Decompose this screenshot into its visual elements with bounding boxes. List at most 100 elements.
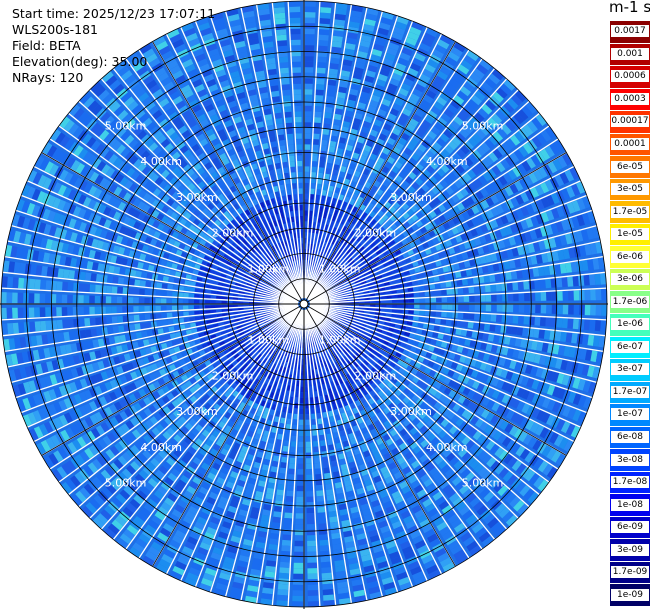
ppi-cell: [367, 158, 375, 166]
ppi-cell: [461, 210, 470, 220]
ppi-cell: [359, 155, 368, 163]
ppi-cell: [324, 274, 330, 280]
ppi-cell: [381, 299, 387, 303]
ppi-cell: [330, 264, 335, 270]
ppi-cell: [452, 152, 462, 162]
ppi-cell: [569, 167, 580, 180]
ppi-cell: [472, 149, 482, 160]
ppi-cell: [304, 72, 314, 79]
ppi-cell: [155, 290, 162, 297]
ppi-cell: [504, 225, 513, 235]
ppi-cell: [317, 178, 323, 185]
ppi-cell: [536, 410, 546, 421]
ppi-cell: [328, 339, 333, 346]
ppi-cell: [551, 208, 560, 219]
ppi-cell: [412, 385, 420, 393]
ppi-cell: [526, 405, 536, 417]
ppi-cell: [492, 91, 504, 103]
ppi-cell: [587, 365, 595, 378]
ppi-cell: [452, 403, 461, 413]
ppi-cell: [349, 357, 356, 364]
ppi-cell: [380, 308, 387, 312]
ppi-cell: [490, 521, 503, 533]
ppi-cell: [433, 101, 444, 111]
ppi-cell: [445, 488, 456, 499]
ppi-cell: [408, 292, 414, 298]
ppi-cell: [566, 186, 576, 198]
ppi-cell: [600, 273, 607, 285]
ppi-cell: [577, 411, 587, 424]
ppi-cell: [462, 172, 472, 183]
ppi-cell: [482, 245, 490, 254]
ppi-cell: [463, 312, 469, 320]
ppi-cell: [403, 298, 409, 303]
ppi-cell: [315, 84, 325, 90]
ppi-cell: [572, 276, 579, 287]
ppi-cell: [393, 236, 401, 243]
ppi-cell: [378, 253, 385, 259]
ppi-cell: [327, 505, 337, 512]
ppi-cell: [483, 275, 490, 283]
ppi-cell: [533, 242, 541, 252]
ppi-cell: [314, 457, 321, 464]
ppi-cell: [448, 379, 456, 388]
ppi-cell: [161, 313, 167, 319]
ppi-cell: [460, 144, 470, 155]
ppi-cell: [326, 494, 335, 501]
ppi-cell: [499, 420, 509, 431]
ppi-cell: [294, 540, 304, 547]
ppi-cell: [133, 306, 139, 313]
ppi-cell: [594, 320, 601, 332]
ppi-cell: [450, 440, 460, 451]
ppi-cell: [456, 279, 463, 286]
ppi-cell: [370, 54, 381, 62]
ppi-cell: [1, 292, 7, 304]
ppi-cell: [304, 100, 312, 106]
ppi-cell: [349, 244, 355, 251]
ppi-cell: [435, 243, 443, 251]
ppi-cell: [362, 168, 370, 176]
ppi-cell: [467, 321, 474, 329]
ppi-cell: [145, 322, 152, 329]
ppi-cell: [402, 251, 410, 258]
ppi-cell: [408, 298, 415, 303]
ppi-cell: [284, 434, 290, 441]
ppi-cell: [492, 430, 503, 441]
ppi-cell: [407, 287, 414, 292]
ppi-cell: [376, 188, 384, 196]
ppi-cell: [489, 477, 500, 489]
ppi-cell: [543, 330, 551, 340]
ppi-cell: [432, 331, 439, 338]
ppi-cell: [471, 267, 478, 276]
ppi-cell: [373, 356, 380, 362]
ppi-cell: [435, 311, 442, 317]
ppi-cell: [34, 279, 41, 290]
ppi-cell: [523, 175, 534, 186]
ppi-cell: [425, 150, 435, 159]
ppi-cell: [455, 501, 467, 512]
ppi-cell: [430, 304, 437, 310]
ppi-cell: [424, 291, 431, 297]
ppi-cell: [406, 437, 415, 446]
ppi-cell: [413, 292, 420, 297]
ppi-cell: [418, 285, 425, 291]
ppi-cell: [406, 320, 413, 326]
ppi-cell: [348, 94, 357, 102]
ppi-cell: [379, 333, 387, 339]
ppi-cell: [377, 264, 385, 270]
ppi-cell: [546, 304, 552, 314]
ppi-cell: [474, 418, 484, 428]
ppi-cell: [315, 100, 323, 107]
ppi-cell: [429, 261, 437, 269]
ppi-cell: [520, 206, 530, 217]
ppi-cell: [410, 62, 421, 72]
ppi-cell: [188, 305, 194, 310]
ppi-cell: [307, 590, 319, 596]
ppi-cell: [346, 359, 353, 366]
ppi-cell: [426, 165, 435, 174]
ppi-cell: [353, 147, 362, 155]
ppi-cell: [532, 267, 540, 277]
ppi-cell: [429, 161, 439, 170]
ppi-cell: [402, 287, 408, 293]
ppi-cell: [293, 568, 304, 574]
